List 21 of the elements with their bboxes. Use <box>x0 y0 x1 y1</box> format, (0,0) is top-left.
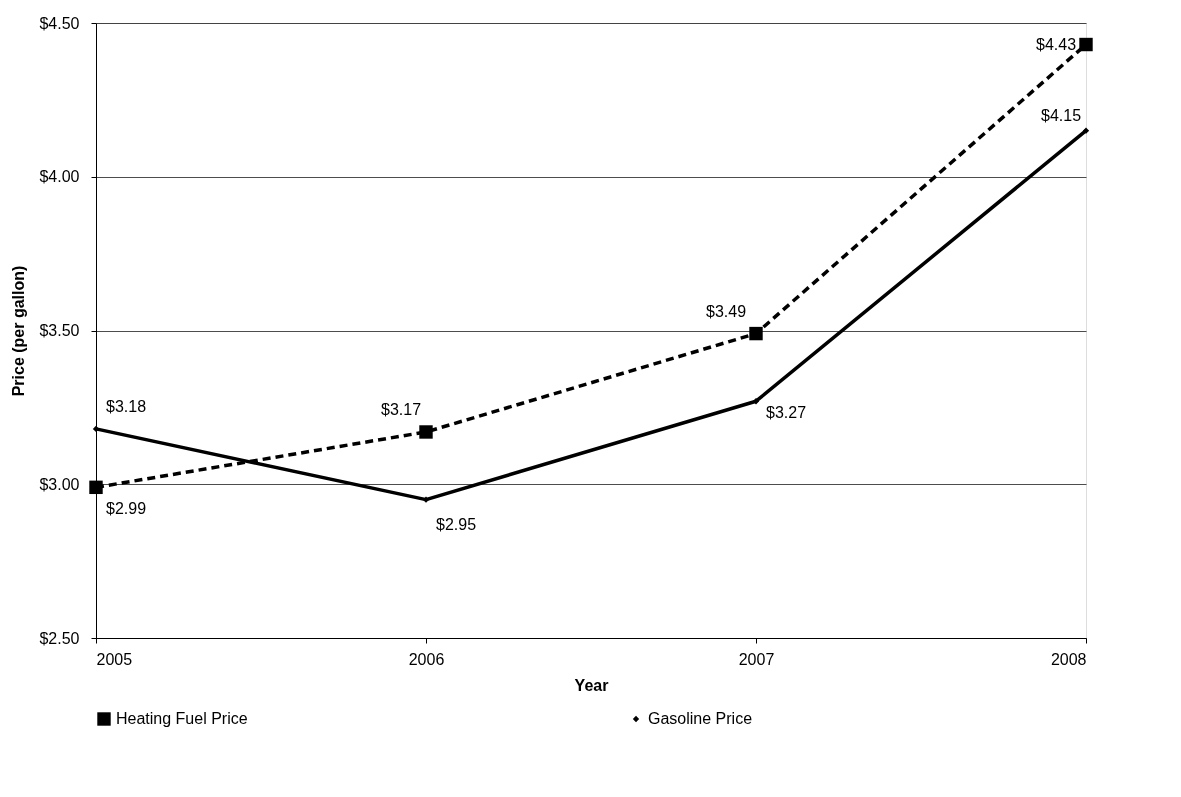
data-label: $3.27 <box>765 404 807 422</box>
data-label: $4.43 <box>1035 35 1077 53</box>
y-tick-label: $4.00 <box>39 168 80 186</box>
y-tick-label: $4.50 <box>39 14 80 32</box>
data-label: $4.15 <box>1040 106 1082 124</box>
x-tick-label: 2006 <box>408 650 445 668</box>
y-tick-label: $3.50 <box>39 322 80 339</box>
data-label: $3.49 <box>705 302 747 320</box>
legend-label: Gasoline Price <box>648 710 753 727</box>
legend-label: Heating Fuel Price <box>116 710 248 727</box>
y-axis-title: Price (per gallon) <box>10 265 28 397</box>
data-label: $3.18 <box>105 397 147 415</box>
data-label: $3.17 <box>380 400 422 418</box>
x-tick-label: 2005 <box>96 650 133 668</box>
y-tick-label: $3.00 <box>39 475 80 493</box>
data-label: $2.95 <box>435 515 477 533</box>
x-tick-label: 2007 <box>738 650 775 668</box>
x-axis-title: Year <box>574 676 609 694</box>
data-label: $2.99 <box>105 500 147 518</box>
x-tick-label: 2008 <box>1050 650 1087 668</box>
y-tick-label: $2.50 <box>39 629 80 647</box>
